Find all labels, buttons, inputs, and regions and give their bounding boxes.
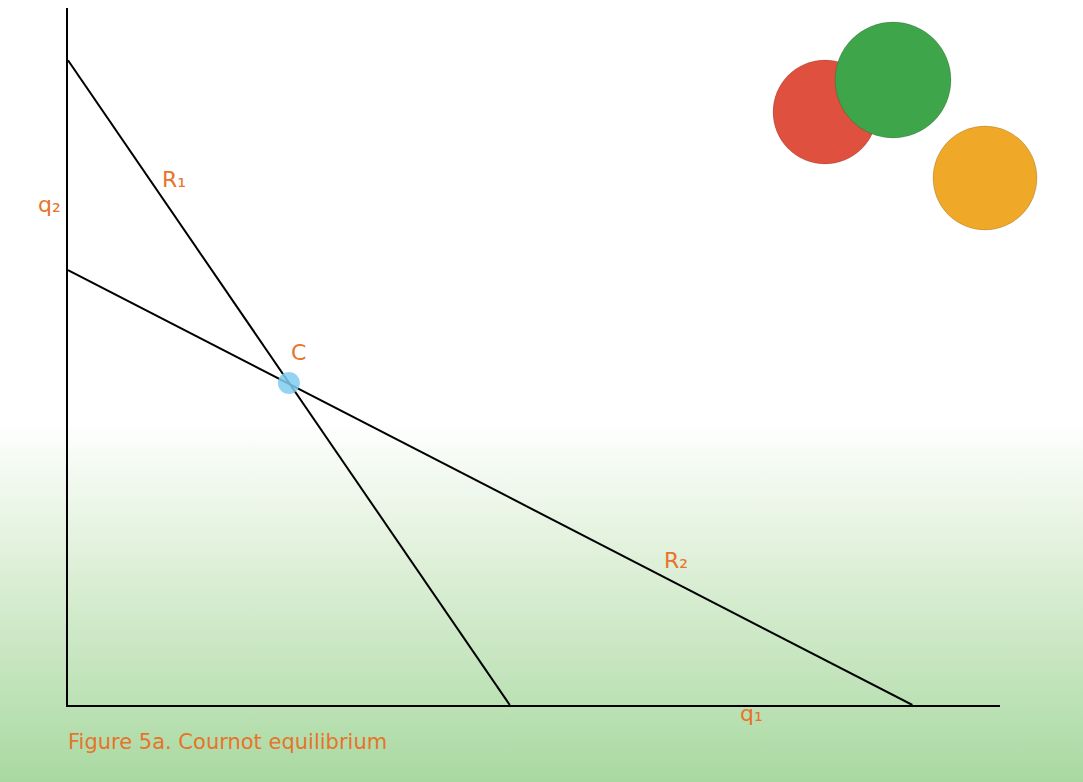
svg-text:Figure 5a. Cournot equilibrium: Figure 5a. Cournot equilibrium bbox=[68, 730, 387, 754]
svg-text:q₁: q₁ bbox=[740, 701, 763, 726]
svg-text:C: C bbox=[291, 340, 306, 365]
svg-text:R₁: R₁ bbox=[162, 167, 186, 192]
svg-text:q₂: q₂ bbox=[38, 192, 61, 217]
svg-text:R₂: R₂ bbox=[664, 548, 688, 573]
